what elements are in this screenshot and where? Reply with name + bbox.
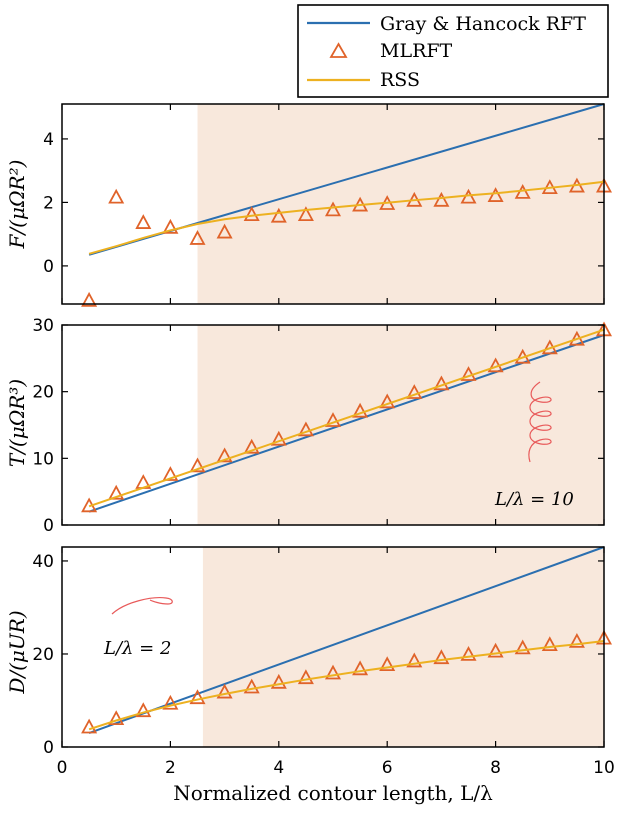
force-ytick-label: 4: [43, 130, 54, 150]
drag-ytick-label: 0: [43, 738, 54, 758]
drag-panel: 0 20 40 0 2 4 6 8 10 D/(μUR) L/λ = 2 Normalized …: [5, 546, 615, 805]
force-mlrft-point: [297, 206, 314, 222]
torque-mlrft-point: [243, 438, 260, 454]
force-mlrft-point: [135, 214, 152, 229]
drag-mlrft-point: [460, 646, 477, 661]
force-mlrft-point: [108, 188, 125, 204]
x-axis-label: Normalized contour length, L/λ: [173, 781, 493, 805]
xtick-label: 10: [593, 758, 615, 778]
torque-ytick-label: 10: [32, 449, 54, 469]
force-mlrft-point: [487, 187, 504, 202]
legend-label-ghrft: Gray & Hancock RFT: [380, 13, 586, 35]
helix-curve: [528, 381, 552, 463]
torque-mlrft-point: [189, 457, 206, 473]
xtick-label: 8: [490, 758, 501, 778]
force-mlrft-point: [433, 191, 450, 207]
force-axes-frame: [61, 103, 605, 305]
drag-mlrft-point: [379, 656, 396, 672]
torque-mlrft-point: [162, 466, 179, 481]
torque-mlrft-point: [108, 484, 125, 500]
legend-swatch-mlrft: [329, 42, 348, 58]
drag-mlrft-point: [297, 669, 314, 685]
force-ytick-label: 2: [43, 193, 54, 213]
drag-mlrft-point: [514, 639, 531, 655]
drag-ticks: 0 20 40 0 2 4 6 8 10: [32, 547, 615, 778]
torque-axes-frame: [61, 324, 605, 526]
force-mlrft-point: [81, 291, 98, 307]
torque-series: [81, 321, 613, 513]
torque-mlrft-point: [406, 384, 423, 399]
torque-mlrft-point: [270, 430, 287, 446]
torque-mlrft-point: [324, 412, 342, 427]
drag-mlrft-point: [189, 689, 206, 705]
torque-ghrft-line: [88, 334, 605, 513]
xtick-label: 6: [382, 758, 393, 778]
drag-ghrft-line: [88, 546, 605, 734]
torque-panel: 0 10 20 30 T/(μΩR³) L/λ = 10: [5, 316, 613, 536]
drag-rss-line: [88, 639, 605, 731]
xtick-label: 2: [165, 758, 176, 778]
drag-mlrft-point: [568, 632, 585, 648]
xtick-label: 4: [273, 758, 284, 778]
force-mlrft-point: [189, 230, 206, 245]
torque-annotation: L/λ = 10: [494, 489, 574, 510]
force-ticks: 0 2 4: [43, 104, 605, 304]
force-mlrft-point: [324, 201, 342, 217]
legend-label-rss: RSS: [380, 69, 420, 91]
drag-mlrft-point: [406, 652, 423, 668]
drag-mlrft-point: [487, 642, 504, 658]
drag-mlrft-point: [162, 694, 179, 710]
legend: Gray & Hancock RFT MLRFT RSS: [297, 4, 609, 98]
drag-mlrft-point: [352, 660, 369, 676]
force-mlrft-point: [270, 207, 287, 223]
drag-mlrft-point: [108, 710, 125, 725]
torque-ylabel: T/(μΩR³): [5, 379, 29, 467]
torque-mlrft-point: [352, 402, 369, 418]
drag-mlrft-point: [270, 673, 287, 689]
drag-shaded-region: [202, 547, 605, 747]
force-rss-line: [88, 180, 605, 255]
torque-mlrft-point: [297, 421, 314, 437]
drag-mlrft-point: [433, 649, 450, 665]
helix-inset-l10: [528, 381, 552, 463]
drag-series: [81, 546, 613, 734]
drag-mlrft-point: [243, 678, 260, 694]
torque-ytick-label: 0: [43, 516, 54, 536]
xtick-label: 0: [57, 758, 68, 778]
force-ylabel: F/(μΩR²): [5, 160, 29, 250]
drag-ytick-label: 20: [32, 645, 54, 665]
torque-ytick-label: 20: [32, 383, 54, 403]
drag-axes-frame: [61, 546, 605, 748]
force-mlrft-point: [243, 206, 260, 222]
force-panel: 0 2 4 F/(μΩR²): [5, 103, 613, 307]
torque-mlrft-point: [216, 447, 233, 463]
drag-ytick-label: 40: [32, 552, 54, 572]
torque-ytick-label: 30: [32, 316, 54, 336]
short-curve: [111, 597, 173, 615]
legend-box: [297, 4, 609, 98]
drag-mlrft-point: [216, 683, 233, 699]
torque-ticks: 0 10 20 30: [32, 316, 605, 536]
drag-mlrft-point: [541, 636, 558, 652]
torque-mlrft-point: [379, 393, 396, 409]
force-ytick-label: 0: [43, 257, 54, 277]
legend-label-mlrft: MLRFT: [380, 40, 453, 62]
drag-mlrft-point: [135, 702, 152, 718]
force-shaded-region: [197, 104, 604, 304]
drag-annotation: L/λ = 2: [103, 638, 171, 659]
force-mlrft-point: [216, 223, 233, 239]
drag-ylabel: D/(μUR): [5, 610, 29, 694]
torque-rss-line: [88, 328, 605, 508]
helix-inset-l2: [111, 597, 173, 615]
drag-mlrft-point: [81, 718, 98, 734]
force-mlrft-point: [162, 218, 179, 234]
drag-mlrft-point: [324, 664, 342, 680]
force-series: [81, 103, 613, 307]
